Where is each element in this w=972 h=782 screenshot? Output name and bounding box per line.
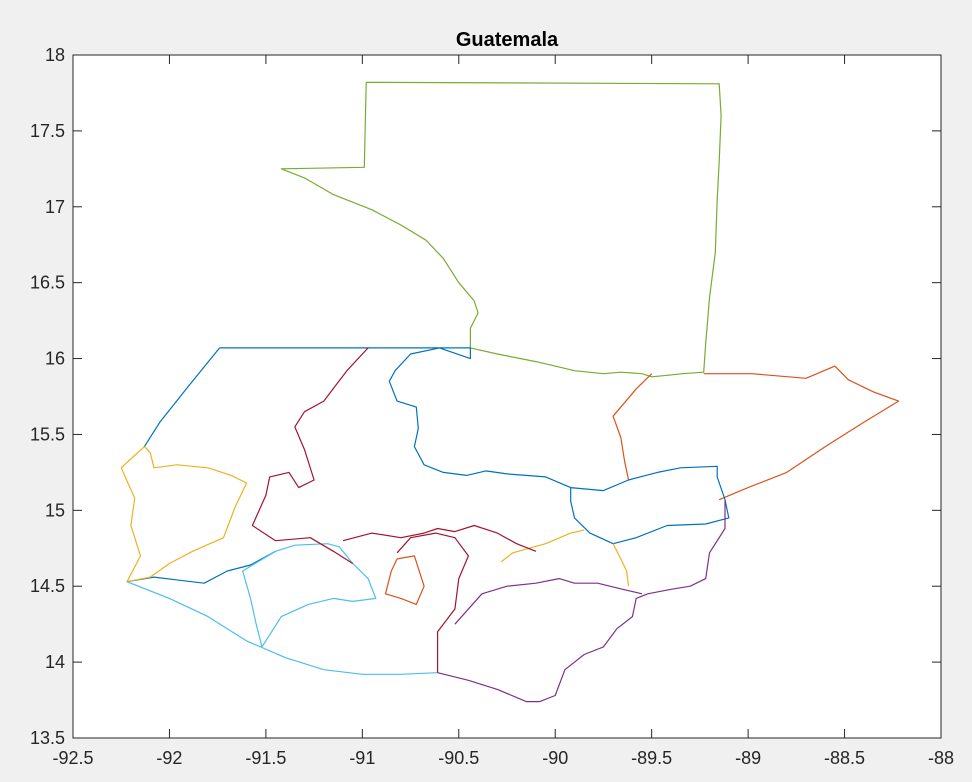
y-tick-label: 15.5 <box>30 424 65 444</box>
x-tick-label: -88 <box>928 748 954 768</box>
boundary-line-6 <box>570 465 730 545</box>
boundary-line-14 <box>342 524 537 552</box>
x-tick-label: -89.5 <box>631 748 672 768</box>
x-tick-label: -91.5 <box>245 748 286 768</box>
x-axis: -92.5 -92 -91.5 -91 -90.5 -90 -89.5 -89 -88.5 -88 <box>52 55 954 768</box>
y-axis: 13.5 14 14.5 15 15.5 16 16.5 17 17.5 18 <box>30 45 941 748</box>
x-tick-label: -88.5 <box>824 748 865 768</box>
y-tick-label: 17.5 <box>30 121 65 141</box>
y-tick-label: 13.5 <box>30 728 65 748</box>
y-tick-label: 14.5 <box>30 576 65 596</box>
boundary-line-12 <box>126 581 438 675</box>
y-tick-label: 15 <box>45 500 65 520</box>
x-tick-label: -91 <box>349 748 375 768</box>
x-tick-label: -90 <box>542 748 568 768</box>
boundary-line-10 <box>612 543 630 587</box>
boundary-line-13 <box>251 347 369 565</box>
x-tick-label: -89 <box>735 748 761 768</box>
x-tick-label: -92.5 <box>52 748 93 768</box>
boundary-line-7 <box>126 550 276 584</box>
boundary-line-4 <box>219 347 571 489</box>
axes-box <box>72 54 942 739</box>
boundary-line-15 <box>396 532 469 673</box>
x-tick-label: -92 <box>156 748 182 768</box>
y-tick-label: 16 <box>45 349 65 369</box>
boundary-line-8 <box>120 446 248 583</box>
boundary-line-5 <box>143 347 221 447</box>
y-tick-label: 18 <box>45 45 65 65</box>
chart-title: Guatemala <box>456 29 559 51</box>
y-tick-label: 16.5 <box>30 273 65 293</box>
y-tick-label: 14 <box>45 652 65 672</box>
boundary-lines <box>120 81 900 703</box>
plot-area <box>73 55 941 738</box>
boundary-line-3 <box>612 373 653 481</box>
x-tick-label: -90.5 <box>438 748 479 768</box>
y-tick-label: 17 <box>45 197 65 217</box>
boundary-line-16 <box>384 555 425 606</box>
boundary-line-2 <box>703 365 900 501</box>
boundary-line-17 <box>437 499 726 703</box>
boundary-line-11 <box>242 543 377 648</box>
boundary-line-9 <box>500 529 585 563</box>
boundary-line-18 <box>454 577 643 625</box>
boundary-line-1 <box>280 81 722 378</box>
